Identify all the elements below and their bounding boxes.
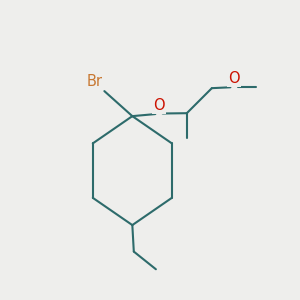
Text: O: O: [228, 71, 240, 86]
Text: O: O: [153, 98, 165, 112]
Text: Br: Br: [87, 74, 103, 89]
